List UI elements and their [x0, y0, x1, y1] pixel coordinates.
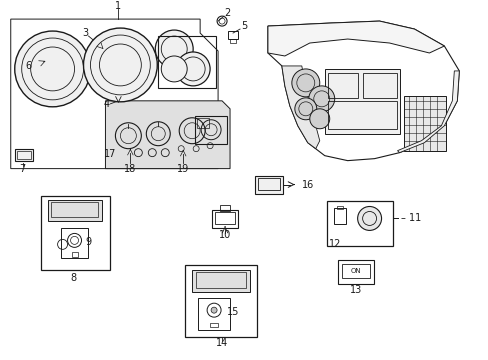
Bar: [404, 96, 446, 151]
Circle shape: [155, 30, 193, 68]
Text: 5: 5: [241, 21, 246, 31]
Bar: [210, 323, 218, 327]
Polygon shape: [397, 71, 458, 153]
Bar: [195, 116, 226, 144]
Text: 19: 19: [177, 163, 189, 174]
Bar: [198, 298, 229, 330]
Bar: [71, 252, 78, 257]
Circle shape: [161, 56, 187, 82]
Circle shape: [308, 86, 334, 112]
Text: 6: 6: [25, 61, 32, 71]
Bar: [197, 118, 209, 128]
Bar: [47, 199, 102, 221]
Text: 13: 13: [349, 285, 361, 295]
Bar: [254, 176, 282, 194]
Text: 14: 14: [216, 338, 228, 348]
Circle shape: [294, 98, 316, 120]
Text: 3: 3: [82, 28, 88, 38]
Bar: [196, 272, 245, 288]
Polygon shape: [105, 101, 229, 168]
Polygon shape: [11, 19, 218, 168]
Bar: [61, 229, 88, 258]
Polygon shape: [267, 21, 458, 161]
Bar: [185, 265, 256, 337]
Circle shape: [15, 31, 90, 107]
Text: 4: 4: [103, 99, 109, 109]
Bar: [258, 177, 279, 190]
Bar: [337, 260, 373, 284]
Circle shape: [176, 52, 210, 86]
Text: 16: 16: [301, 180, 313, 190]
Bar: [41, 195, 110, 270]
Bar: [326, 201, 392, 246]
Bar: [227, 31, 238, 39]
Bar: [15, 149, 33, 161]
Text: 1: 1: [115, 1, 121, 11]
Bar: [341, 264, 369, 278]
Text: 18: 18: [124, 163, 136, 174]
Text: 12: 12: [328, 239, 340, 249]
Bar: [362, 73, 396, 98]
Bar: [327, 101, 396, 129]
Bar: [336, 207, 342, 210]
Bar: [215, 212, 235, 224]
Bar: [327, 73, 357, 98]
Circle shape: [291, 69, 319, 97]
Text: – 11: – 11: [401, 213, 421, 224]
Text: ON: ON: [349, 268, 360, 274]
Bar: [17, 151, 31, 159]
Text: 7: 7: [20, 163, 26, 174]
Text: 9: 9: [85, 237, 91, 247]
Circle shape: [357, 207, 381, 230]
Bar: [229, 39, 236, 43]
Bar: [333, 208, 345, 224]
Circle shape: [211, 307, 217, 313]
Bar: [212, 211, 238, 229]
Circle shape: [309, 109, 329, 129]
Text: 17: 17: [104, 149, 116, 159]
Circle shape: [83, 28, 157, 102]
Polygon shape: [267, 21, 444, 56]
Text: 8: 8: [70, 273, 77, 283]
Bar: [158, 36, 216, 88]
Bar: [324, 69, 399, 134]
Bar: [192, 270, 249, 292]
Polygon shape: [281, 66, 319, 149]
Bar: [220, 206, 229, 211]
Text: 10: 10: [219, 230, 231, 240]
Text: 2: 2: [224, 8, 230, 18]
Text: 15: 15: [226, 307, 239, 317]
Bar: [51, 202, 98, 217]
